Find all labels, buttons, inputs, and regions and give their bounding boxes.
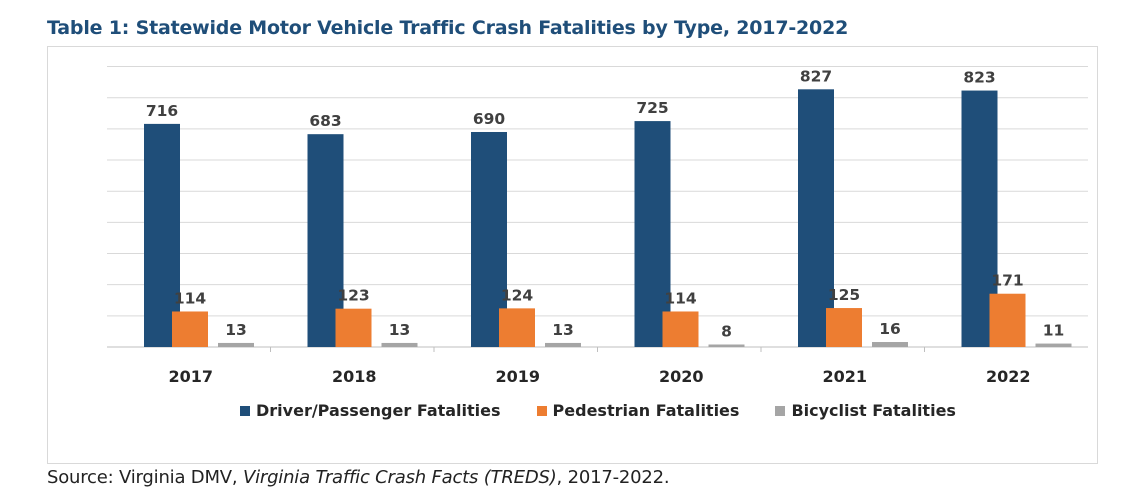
legend-swatch-bicyclist [775, 405, 786, 416]
legend-item-pedestrian: Pedestrian Fatalities [536, 401, 740, 420]
bar-driver [144, 123, 180, 347]
chart-frame [47, 46, 1098, 464]
data-label-bicyclist: 13 [225, 321, 247, 339]
bar-pedestrian [335, 308, 372, 347]
x-tick-label: 2018 [332, 367, 377, 386]
x-tick-label: 2022 [986, 367, 1031, 386]
data-label-bicyclist: 13 [389, 321, 411, 339]
x-tick-label: 2017 [168, 367, 213, 386]
bar-pedestrian [989, 293, 1026, 347]
data-label-driver: 725 [636, 99, 668, 117]
bar-driver [798, 89, 834, 348]
data-label-pedestrian: 124 [501, 286, 534, 304]
data-label-driver: 827 [800, 67, 832, 85]
bar-pedestrian [172, 311, 208, 347]
bar-pedestrian [662, 311, 699, 347]
bar-bicyclist [545, 342, 581, 347]
legend-label-bicyclist: Bicyclist Fatalities [791, 401, 956, 420]
legend-swatch-driver [240, 405, 250, 416]
bar-bicyclist [872, 342, 908, 347]
data-label-pedestrian: 125 [828, 286, 860, 304]
x-tick-label: 2019 [495, 367, 540, 386]
legend-item-driver: Driver/Passenger Fatalities [240, 401, 501, 420]
data-label-pedestrian: 123 [337, 287, 369, 305]
chart-legend: Driver/Passenger Fatalities Pedestrian F… [240, 401, 992, 420]
data-label-bicyclist: 8 [721, 323, 732, 341]
bar-bicyclist [708, 344, 745, 347]
source-title: Virginia Traffic Crash Facts (TREDS) [242, 467, 557, 488]
data-label-bicyclist: 13 [552, 321, 574, 339]
chart-title: Table 1: Statewide Motor Vehicle Traffic… [47, 17, 849, 39]
bar-bicyclist [1035, 343, 1072, 347]
legend-label-driver: Driver/Passenger Fatalities [256, 401, 501, 420]
legend-swatch-pedestrian [536, 405, 547, 416]
data-label-driver: 716 [146, 102, 178, 120]
data-label-pedestrian: 171 [991, 272, 1023, 290]
bar-bicyclist [218, 342, 254, 347]
data-label-driver: 683 [309, 112, 341, 130]
source-suffix: , 2017-2022. [556, 467, 670, 488]
legend-item-bicyclist: Bicyclist Fatalities [775, 401, 956, 420]
legend-label-pedestrian: Pedestrian Fatalities [552, 401, 740, 420]
bar-pedestrian [826, 308, 862, 347]
data-label-driver: 690 [473, 110, 506, 128]
data-label-driver: 823 [963, 69, 995, 87]
bar-driver [634, 121, 671, 347]
x-tick-label: 2020 [659, 367, 704, 386]
bar-pedestrian [499, 308, 535, 347]
bar-bicyclist [381, 342, 418, 347]
data-label-pedestrian: 114 [664, 289, 697, 307]
data-label-pedestrian: 114 [174, 289, 207, 307]
data-label-bicyclist: 11 [1043, 322, 1065, 340]
x-tick-label: 2021 [822, 367, 867, 386]
source-prefix: Source: Virginia DMV, [47, 467, 243, 488]
source-note: Source: Virginia DMV, Virginia Traffic C… [47, 467, 670, 488]
data-label-bicyclist: 16 [879, 320, 901, 338]
